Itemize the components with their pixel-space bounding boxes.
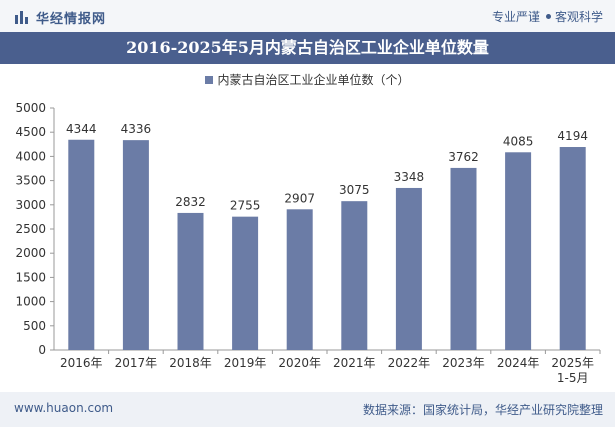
data-label: 2832: [175, 195, 206, 209]
slogan-right: 客观科学: [554, 10, 603, 24]
legend: 内蒙古自治区工业企业单位数（个）: [0, 71, 615, 88]
dot-separator-icon: [545, 14, 551, 19]
data-label: 2907: [284, 191, 315, 205]
chart-title: 2016-2025年5月内蒙古自治区工业企业单位数量: [0, 32, 615, 64]
data-label: 4085: [503, 134, 534, 148]
data-label: 4344: [66, 122, 97, 136]
brand: 华经情报网: [14, 8, 107, 27]
data-label: 3762: [448, 150, 479, 164]
bar[interactable]: [177, 212, 204, 350]
data-label: 3075: [339, 183, 370, 197]
y-tick-label: 500: [23, 319, 46, 333]
x-tick-label: 2019年: [224, 356, 267, 370]
y-tick-label: 4000: [15, 149, 46, 163]
x-tick-label: 2022年: [388, 356, 431, 370]
brand-name: 华经情报网: [36, 11, 107, 27]
data-label: 4194: [557, 129, 588, 143]
y-tick-label: 1500: [15, 270, 46, 284]
footer-source: 数据来源：国家统计局，华经产业研究院整理: [362, 403, 603, 417]
bar[interactable]: [341, 201, 368, 350]
bar[interactable]: [122, 140, 149, 350]
data-label: 4336: [121, 122, 152, 136]
x-tick-label: 2021年: [333, 356, 376, 370]
y-tick-label: 1000: [15, 295, 46, 309]
x-tick-label: 2023年: [442, 356, 485, 370]
y-tick-label: 5000: [15, 101, 46, 115]
bar[interactable]: [559, 147, 586, 350]
legend-swatch: [205, 75, 214, 84]
slogan: 专业严谨 客观科学: [492, 8, 603, 25]
top-bar: 华经情报网 专业严谨 客观科学: [0, 0, 615, 32]
y-tick-label: 4500: [15, 125, 46, 139]
data-label: 2755: [230, 199, 261, 213]
x-tick-label: 2025年 1-5月: [551, 356, 594, 385]
footer: www.huaon.com 数据来源：国家统计局，华经产业研究院整理: [0, 392, 615, 427]
legend-label: 内蒙古自治区工业企业单位数（个）: [217, 73, 410, 87]
y-tick-label: 2000: [15, 246, 46, 260]
x-tick-label: 2018年: [169, 356, 212, 370]
slogan-left: 专业严谨: [491, 10, 540, 24]
x-tick-label: 2016年: [60, 356, 103, 370]
bar[interactable]: [395, 187, 422, 350]
y-tick-label: 0: [38, 343, 46, 357]
x-tick-label: 2024年: [497, 356, 540, 370]
x-tick-label: 2017年: [115, 356, 158, 370]
bar[interactable]: [450, 167, 477, 350]
bar[interactable]: [68, 139, 95, 350]
x-tick-label: 2020年: [278, 356, 321, 370]
y-tick-label: 2500: [15, 222, 46, 236]
y-tick-label: 3000: [15, 198, 46, 212]
data-label: 3348: [394, 170, 425, 184]
bar-chart-logo-icon: [15, 11, 28, 24]
bar[interactable]: [232, 216, 259, 350]
footer-url[interactable]: www.huaon.com: [14, 401, 114, 415]
bar[interactable]: [286, 209, 313, 350]
bar[interactable]: [505, 152, 532, 350]
y-tick-label: 3500: [15, 174, 46, 188]
